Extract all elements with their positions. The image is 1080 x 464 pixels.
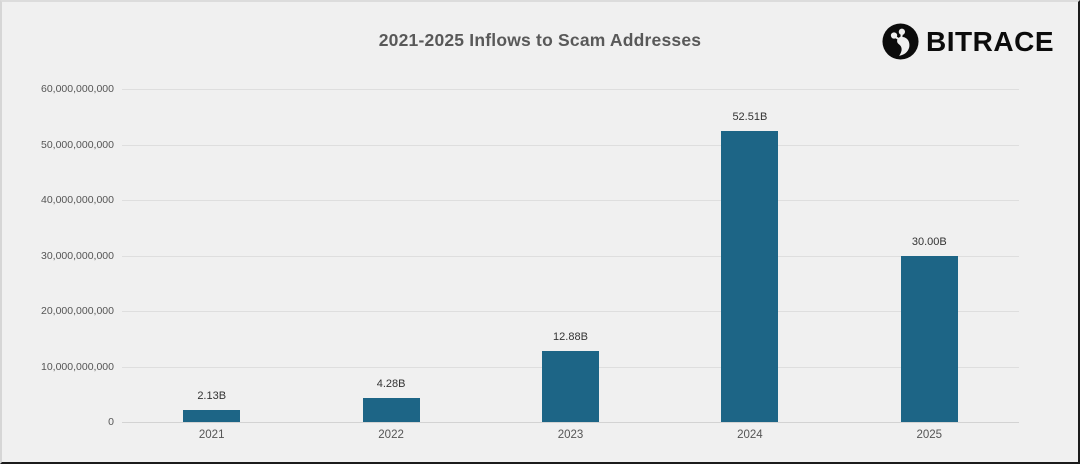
gridline (122, 200, 1019, 201)
bar-band-2025: 30.00B (840, 89, 1019, 422)
x-axis-label-2024: 2024 (737, 429, 763, 441)
x-axis-label-2022: 2022 (378, 429, 404, 441)
bar-2021 (183, 410, 241, 422)
bar-2022 (362, 398, 420, 422)
bar-band-2023: 12.88B (481, 89, 660, 422)
y-tick-label: 20,000,000,000 (41, 305, 114, 317)
bar-value-label-2025: 30.00B (911, 235, 947, 248)
x-axis-label-2021: 2021 (198, 429, 225, 441)
y-tick-label: 0 (108, 416, 114, 428)
brand-name: BITRACE (926, 25, 1054, 57)
y-tick-label: 30,000,000,000 (41, 249, 114, 262)
x-axis-label-2023: 2023 (557, 429, 584, 441)
bar-band-2021: 2.13B (122, 89, 301, 422)
bar-value-label-2024: 52.51B (732, 110, 768, 123)
gridline (122, 144, 1019, 146)
gridline (122, 311, 1019, 312)
bitrace-logo-icon (882, 23, 919, 60)
bar-band-2022: 4.28B (301, 89, 480, 422)
gridline (122, 255, 1019, 257)
y-tick-label: 40,000,000,000 (41, 194, 114, 206)
gridline (122, 422, 1019, 423)
y-tick-label: 10,000,000,000 (41, 360, 114, 373)
gridline (122, 89, 1019, 90)
bar-band-2024: 52.51B (660, 89, 839, 422)
y-tick-label: 50,000,000,000 (41, 138, 114, 151)
bar-value-label-2021: 2.13B (197, 390, 227, 403)
x-axis-label-2025: 2025 (916, 429, 943, 441)
bar-2025 (900, 255, 958, 422)
bar-2024 (721, 130, 779, 422)
brand-logo: BITRACE (882, 23, 1054, 60)
y-tick-label: 60,000,000,000 (41, 83, 114, 95)
bar-value-label-2023: 12.88B (553, 330, 588, 343)
plot-area: 2.13B 4.28B 12.88B 52.51B 30.00B (122, 89, 1019, 423)
bar-2023 (541, 350, 599, 422)
chart-title: 2021-2025 Inflows to Scam Addresses (378, 30, 702, 50)
bar-value-label-2022: 4.28B (376, 378, 406, 391)
